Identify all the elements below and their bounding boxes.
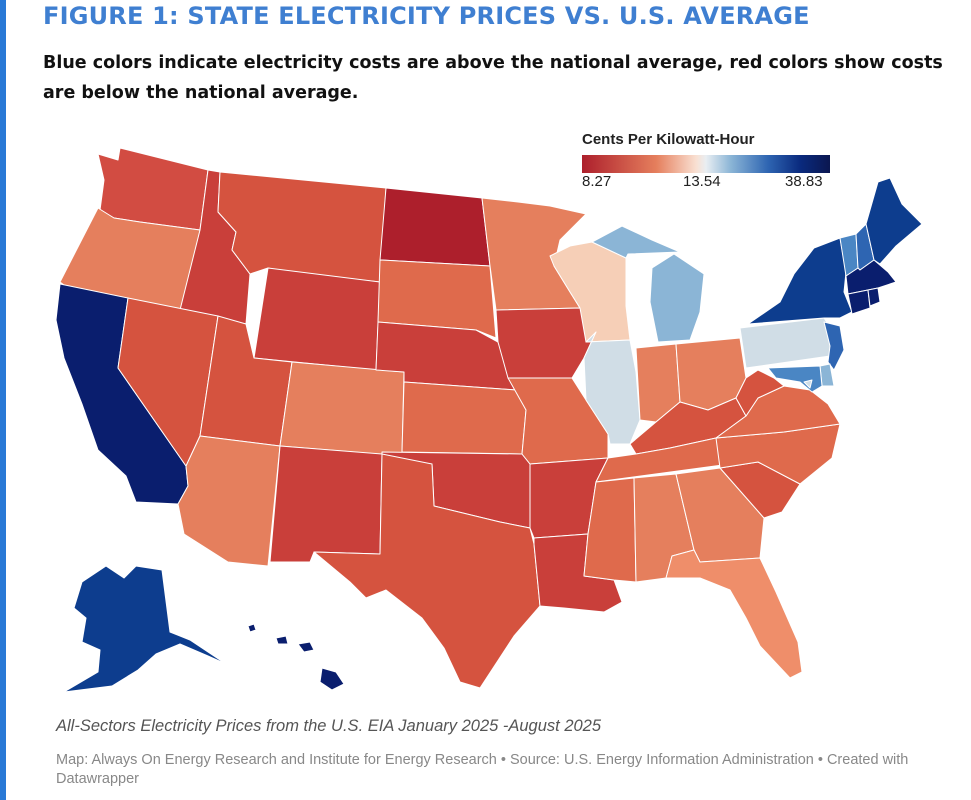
legend-min-label: 8.27 (582, 173, 612, 190)
state-TX[interactable]: Texas (313, 453, 541, 689)
state-CT[interactable]: Connecticut (847, 289, 871, 315)
legend-labels: 8.27 13.54 38.83 (582, 173, 832, 193)
state-KS[interactable]: Kansas (401, 381, 527, 455)
state-AZ[interactable]: Arizona (177, 435, 281, 567)
accent-bar (0, 0, 6, 800)
state-WV[interactable]: West Virginia (735, 369, 785, 417)
state-SD[interactable]: South Dakota (377, 259, 497, 339)
legend-max-label: 38.83 (785, 173, 823, 190)
state-CO[interactable]: Colorado (279, 361, 405, 457)
state-WY[interactable]: Wyoming (253, 267, 381, 371)
legend-title: Cents Per Kilowatt-Hour (582, 131, 755, 148)
state-NM[interactable]: New Mexico (269, 445, 383, 563)
state-IL[interactable]: Illinois (583, 331, 641, 445)
state-ME[interactable]: Maine (865, 177, 923, 265)
state-MT[interactable]: Montana (217, 171, 387, 283)
figure-title: FIGURE 1: STATE ELECTRICITY PRICES VS. U… (43, 2, 810, 30)
legend-gradient-bar (582, 155, 830, 173)
state-IA[interactable]: Iowa (495, 307, 597, 379)
state-MI[interactable]: Michigan (591, 225, 705, 343)
legend-mid-label: 13.54 (683, 173, 721, 190)
state-HI[interactable]: Hawaii (247, 623, 345, 691)
state-NJ[interactable]: New Jersey (823, 321, 845, 371)
source-note: All-Sectors Electricity Prices from the … (56, 717, 602, 735)
state-RI[interactable]: Rhode Island (867, 287, 881, 307)
color-legend: Cents Per Kilowatt-Hour 8.27 13.54 38.83 (582, 131, 832, 193)
figure-subtitle: Blue colors indicate electricity costs a… (43, 53, 943, 103)
state-AK[interactable]: Alaska (63, 565, 227, 693)
state-PA[interactable]: Pennsylvania (739, 317, 833, 369)
us-states-map: Washington Oregon California Idaho Nevad… (55, 147, 923, 693)
state-ND[interactable]: North Dakota (379, 187, 491, 267)
credits-line: Map: Always On Energy Research and Insti… (56, 752, 909, 787)
state-DC[interactable]: District of Columbia (803, 379, 813, 389)
state-FL[interactable]: Florida (665, 549, 803, 679)
state-NY[interactable]: New York (747, 237, 853, 325)
